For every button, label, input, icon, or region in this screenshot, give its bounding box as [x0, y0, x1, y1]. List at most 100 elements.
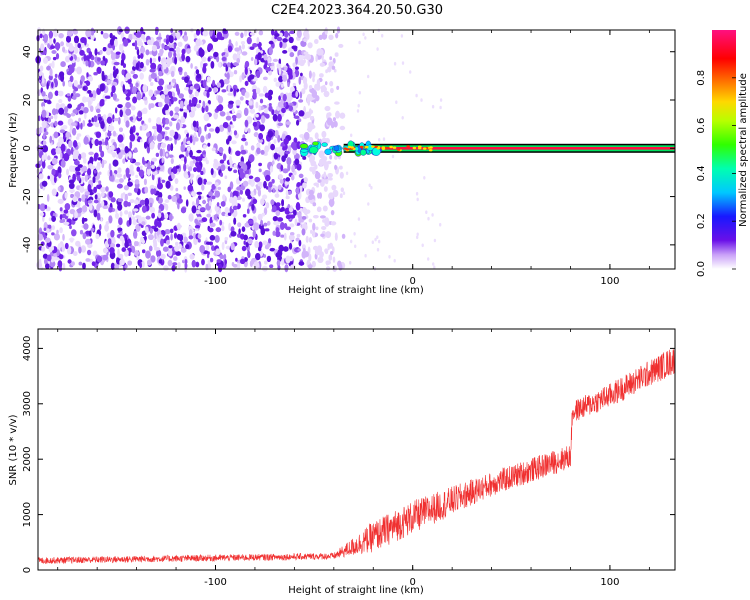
noise-speckle	[105, 221, 110, 225]
noise-speckle	[158, 70, 163, 77]
noise-speckle	[68, 53, 71, 58]
noise-speckle	[146, 39, 152, 46]
noise-speckle	[274, 130, 279, 139]
noise-speckle	[48, 91, 53, 100]
noise-speckle	[202, 151, 206, 155]
noise-speckle	[117, 203, 123, 211]
noise-speckle	[84, 191, 91, 196]
noise-speckle	[147, 161, 151, 170]
noise-speckle	[206, 123, 212, 128]
noise-speckle	[43, 227, 47, 231]
noise-speckle	[148, 139, 152, 144]
noise-speckle	[74, 210, 78, 219]
noise-speckle	[118, 143, 125, 148]
carrier-blob	[299, 143, 309, 149]
noise-speckle	[191, 205, 197, 214]
noise-speckle	[135, 62, 140, 71]
noise-speckle	[60, 103, 66, 109]
colorbar-tick-label: 0.6	[696, 118, 707, 134]
noise-speckle	[140, 53, 144, 59]
noise-speckle	[197, 233, 202, 239]
noise-speckle	[60, 143, 66, 152]
noise-speckle	[123, 185, 129, 191]
noise-speckle	[39, 33, 43, 39]
noise-speckle	[192, 120, 197, 128]
noise-speckle	[81, 205, 88, 213]
noise-speckle	[281, 41, 287, 49]
noise-speckle	[93, 72, 98, 76]
noise-speckle	[62, 46, 66, 53]
noise-speckle	[132, 96, 138, 104]
noise-speckle	[158, 101, 163, 108]
noise-speckle	[98, 116, 103, 121]
noise-speckle	[248, 100, 253, 106]
noise-speckle	[239, 161, 245, 167]
carrier-blob	[333, 145, 340, 151]
noise-speckle	[220, 172, 223, 177]
noise-speckle	[317, 192, 321, 199]
noise-speckle	[244, 127, 248, 133]
noise-speckle	[226, 72, 230, 81]
noise-speckle	[53, 233, 60, 241]
noise-speckle	[243, 240, 246, 245]
noise-speckle	[320, 233, 325, 237]
noise-speckle	[98, 140, 103, 146]
noise-speckle	[329, 155, 333, 160]
noise-speckle	[158, 55, 161, 62]
noise-speckle	[222, 194, 226, 201]
noise-speckle	[93, 186, 97, 193]
noise-speckle	[129, 141, 133, 149]
noise-speckle	[184, 71, 188, 77]
noise-speckle	[356, 109, 360, 113]
noise-speckle	[259, 98, 264, 104]
noise-speckle	[146, 167, 151, 176]
spectrogram-pixels	[35, 26, 443, 273]
y-tick-label: 4000	[22, 336, 33, 361]
noise-speckle	[169, 110, 174, 117]
noise-speckle	[41, 145, 48, 153]
noise-speckle	[221, 56, 227, 62]
noise-speckle	[135, 241, 139, 247]
noise-speckle	[323, 186, 328, 192]
noise-speckle	[82, 107, 89, 114]
noise-speckle	[189, 149, 193, 158]
noise-speckle	[174, 106, 180, 113]
noise-speckle	[79, 185, 85, 193]
noise-speckle	[382, 137, 386, 141]
noise-speckle	[143, 178, 147, 186]
noise-speckle	[284, 181, 290, 185]
noise-speckle	[70, 193, 75, 199]
noise-speckle	[52, 56, 57, 61]
noise-speckle	[272, 58, 278, 63]
noise-speckle	[221, 242, 225, 250]
noise-speckle	[169, 121, 173, 127]
noise-speckle	[82, 86, 86, 91]
noise-speckle	[319, 73, 324, 78]
noise-speckle	[248, 154, 255, 163]
noise-speckle	[199, 207, 206, 212]
noise-speckle	[192, 137, 196, 146]
noise-speckle	[211, 147, 216, 152]
noise-speckle	[282, 50, 288, 54]
noise-speckle	[141, 261, 145, 266]
noise-speckle	[328, 177, 333, 181]
noise-speckle	[136, 48, 140, 56]
noise-speckle	[166, 239, 170, 245]
noise-speckle	[256, 37, 260, 44]
noise-speckle	[184, 156, 187, 164]
noise-speckle	[236, 186, 243, 191]
noise-speckle	[175, 83, 179, 93]
noise-speckle	[44, 131, 49, 135]
colorbar-label: Normalized spectral amplitude	[738, 73, 749, 227]
noise-speckle	[303, 51, 309, 55]
noise-speckle	[117, 117, 121, 125]
noise-speckle	[168, 35, 174, 44]
noise-speckle	[51, 188, 57, 197]
noise-speckle	[101, 159, 105, 169]
noise-speckle	[72, 30, 78, 35]
noise-speckle	[38, 173, 44, 180]
noise-speckle	[165, 38, 169, 45]
noise-speckle	[151, 44, 158, 52]
noise-speckle	[321, 130, 327, 138]
noise-speckle	[61, 213, 67, 219]
